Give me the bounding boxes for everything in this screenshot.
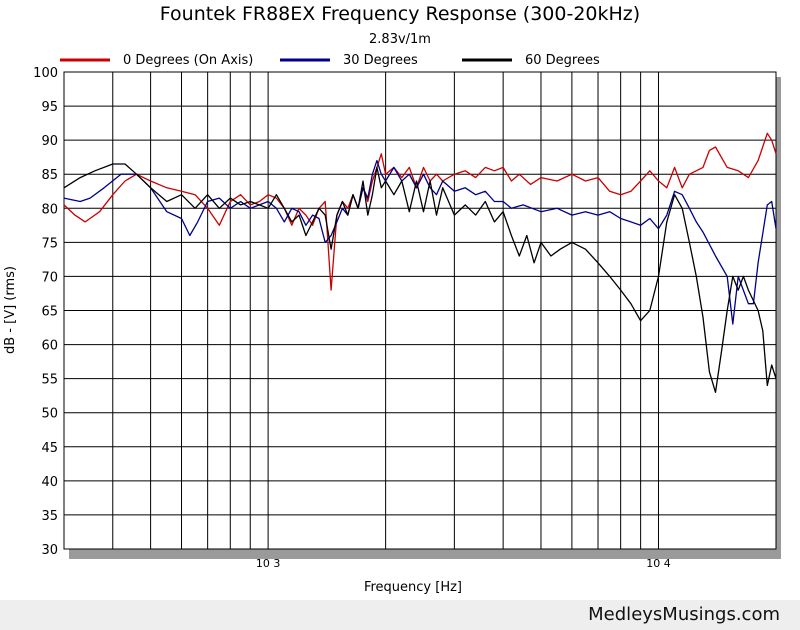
legend-label-2: 30 Degrees [343,53,418,68]
y-tick-label: 100 [33,66,58,81]
y-tick-label: 40 [41,475,58,490]
series-line-3 [63,163,777,393]
y-tick-label: 95 [41,100,58,115]
y-tick-label: 45 [41,441,58,456]
y-tick-label: 70 [41,270,58,285]
legend: 0 Degrees (On Axis) 30 Degrees 60 Degrees [60,53,600,68]
y-tick-label: 90 [41,134,58,149]
frequency-response-chart: Fountek FR88EX Frequency Response (300-2… [3,3,781,595]
legend-label-1: 0 Degrees (On Axis) [123,53,253,68]
y-tick-label: 55 [41,373,58,388]
legend-label-3: 60 Degrees [525,53,600,68]
x-axis-label: Frequency [Hz] [364,580,462,595]
y-tick-label: 80 [41,202,58,217]
x-tick-label: 10 3 [256,557,281,570]
x-tick-labels: 10 3 10 4 [256,557,671,570]
y-tick-label: 30 [41,543,58,558]
series-line-2 [63,159,777,325]
chart-title: Fountek FR88EX Frequency Response (300-2… [160,3,640,25]
y-tick-labels: 30 35 40 45 50 55 60 65 70 75 80 85 90 95 100 [33,66,58,558]
y-tick-label: 75 [41,236,58,251]
series-lines [63,132,777,393]
footer-band [0,600,800,630]
chart-subtitle: 2.83v/1m [369,32,431,47]
y-tick-label: 65 [41,305,58,320]
y-axis-label: dB - [V] (rms) [3,266,18,354]
y-tick-label: 60 [41,339,58,354]
grid-lines [64,71,776,550]
y-tick-label: 85 [41,168,58,183]
y-tick-label: 35 [41,509,58,524]
x-tick-label: 10 4 [646,557,671,570]
y-tick-label: 50 [41,407,58,422]
series-line-1 [63,132,777,291]
watermark-text: MedleysMusings.com [588,604,780,625]
